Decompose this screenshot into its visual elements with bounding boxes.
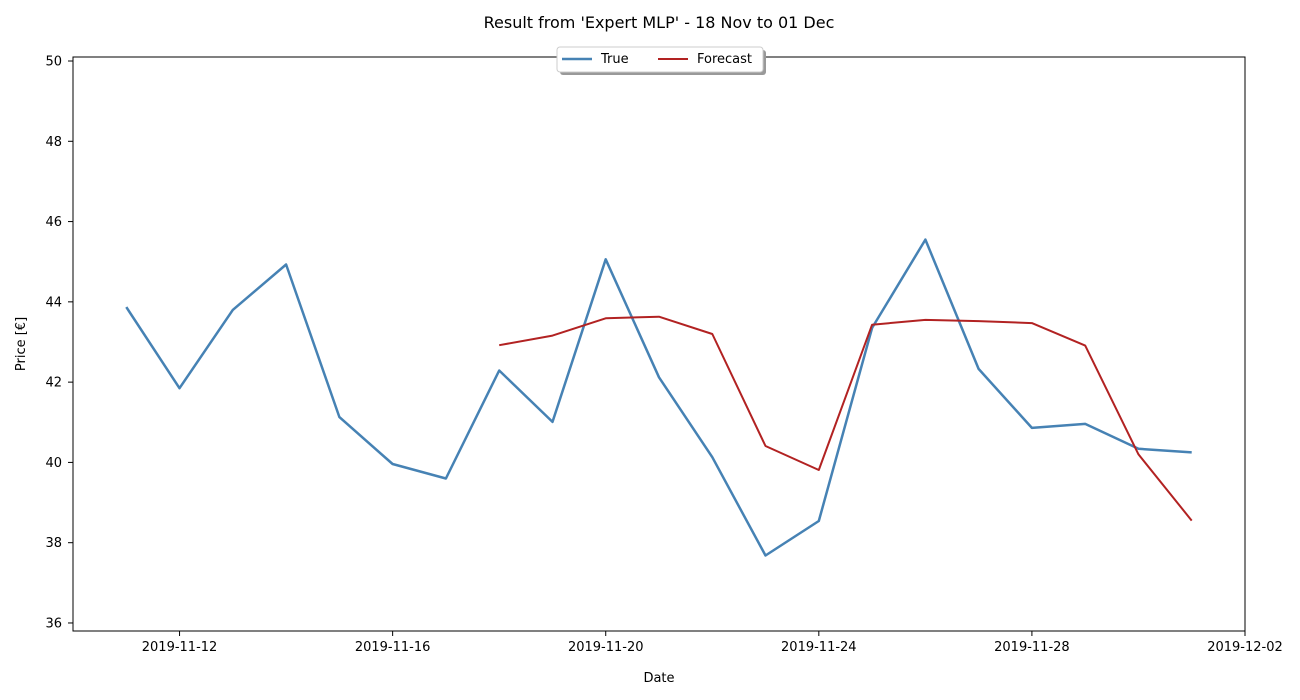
x-tick-label: 2019-11-12 (142, 640, 218, 655)
legend-label-true: True (600, 52, 629, 67)
y-tick-label: 46 (45, 215, 62, 230)
x-tick-label: 2019-11-24 (781, 640, 857, 655)
y-tick-label: 36 (45, 616, 62, 631)
y-tick-label: 42 (45, 376, 62, 391)
y-tick-label: 40 (45, 456, 62, 471)
series-line-true (125, 238, 1192, 557)
y-tick-label: 44 (45, 295, 62, 310)
x-tick-label: 2019-11-16 (355, 640, 431, 655)
x-tick-label: 2019-12-02 (1207, 640, 1283, 655)
series-line-forecast (499, 315, 1193, 522)
x-tick-label: 2019-11-20 (568, 640, 644, 655)
legend: True Forecast (556, 46, 766, 75)
y-tick-label: 38 (45, 536, 62, 551)
y-axis: 36 38 40 42 44 46 48 50 (45, 55, 73, 631)
x-axis: 2019-11-12 2019-11-16 2019-11-20 2019-11-24… (142, 631, 1283, 655)
y-tick-label: 50 (45, 55, 62, 70)
y-tick-label: 48 (45, 135, 62, 150)
plot-frame (72, 56, 1246, 632)
legend-label-forecast: Forecast (697, 52, 752, 67)
chart-title: Result from 'Expert MLP' - 18 Nov to 01 … (484, 13, 835, 32)
x-tick-label: 2019-11-28 (994, 640, 1070, 655)
series-layer (125, 238, 1193, 557)
x-axis-label: Date (643, 671, 674, 686)
y-axis-label: Price [€] (14, 317, 29, 371)
